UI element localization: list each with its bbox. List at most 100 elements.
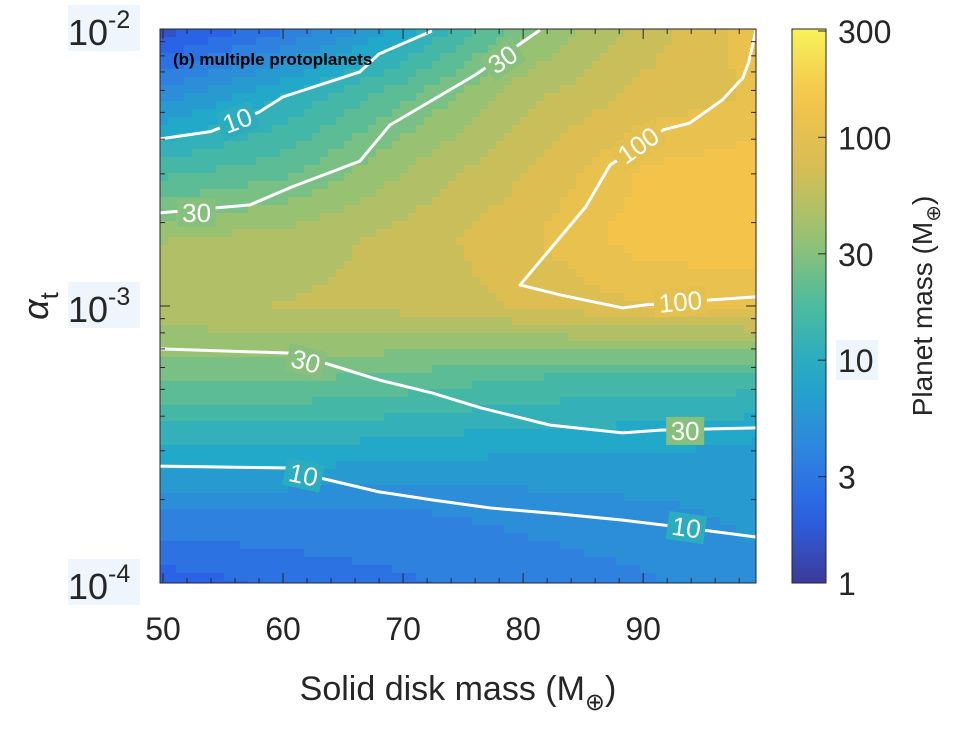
contour-cell (680, 157, 689, 166)
contour-cell (480, 397, 489, 406)
contour-cell (168, 341, 177, 350)
contour-cell (696, 549, 705, 558)
contour-cell (704, 205, 713, 214)
contour-cell (264, 493, 273, 502)
contour-cell (520, 357, 529, 366)
contour-cell (504, 117, 513, 126)
contour-cell (232, 469, 241, 478)
contour-cell (448, 333, 457, 342)
contour-cell (208, 133, 217, 142)
contour-cell (456, 309, 465, 318)
contour-cell (472, 45, 481, 54)
contour-cell (224, 197, 233, 206)
contour-cell (584, 501, 593, 510)
contour-cell (448, 77, 457, 86)
contour-cell (376, 229, 385, 238)
contour-cell (312, 309, 321, 318)
contour-cell (712, 517, 721, 526)
contour-cell (680, 405, 689, 414)
contour-cell (448, 157, 457, 166)
contour-cell (520, 245, 529, 254)
contour-cell (568, 77, 577, 86)
contour-cell (264, 517, 273, 526)
contour-cell (320, 253, 329, 262)
contour-cell (248, 293, 257, 302)
contour-cell (600, 149, 609, 158)
contour-cell (576, 333, 585, 342)
contour-cell (168, 501, 177, 510)
contour-cell (616, 53, 625, 62)
contour-cell (480, 309, 489, 318)
contour-cell (616, 93, 625, 102)
contour-cell (584, 45, 593, 54)
contour-cell (208, 301, 217, 310)
contour-cell (496, 365, 505, 374)
contour-cell (616, 381, 625, 390)
contour-cell (696, 109, 705, 118)
contour-cell (192, 69, 201, 78)
contour-cell (448, 109, 457, 118)
contour-cell (320, 365, 329, 374)
contour-cell (432, 157, 441, 166)
contour-cell (576, 285, 585, 294)
contour-cell (544, 117, 553, 126)
contour-cell (744, 229, 753, 238)
contour-cell (520, 109, 529, 118)
contour-cell (712, 421, 721, 430)
contour-cell (520, 525, 529, 534)
contour-cell (728, 205, 737, 214)
contour-cell (616, 501, 625, 510)
contour-cell (440, 445, 449, 454)
contour-cell (280, 205, 289, 214)
contour-cell (456, 53, 465, 62)
contour-cell (712, 549, 721, 558)
contour-cell (512, 29, 521, 38)
contour-cell (432, 445, 441, 454)
contour-cell (552, 165, 561, 174)
contour-cell (424, 93, 433, 102)
contour-cell (720, 469, 729, 478)
contour-cell (664, 493, 673, 502)
contour-cell (496, 101, 505, 110)
contour-cell (264, 445, 273, 454)
contour-cell (240, 269, 249, 278)
contour-cell (456, 541, 465, 550)
contour-cell (360, 157, 369, 166)
contour-cell (296, 293, 305, 302)
contour-cell (336, 237, 345, 246)
contour-cell (240, 229, 249, 238)
contour-cell (568, 317, 577, 326)
contour-cell (408, 29, 417, 38)
contour-cell (632, 317, 641, 326)
contour-cell (488, 429, 497, 438)
contour-cell (424, 293, 433, 302)
contour-cell (648, 549, 657, 558)
contour-cell (488, 277, 497, 286)
contour-cell (408, 61, 417, 70)
contour-cell (312, 269, 321, 278)
contour-cell (736, 357, 745, 366)
contour-cell (624, 325, 633, 334)
contour-cell (752, 397, 757, 406)
contour-cell (528, 237, 537, 246)
contour-cell (368, 501, 377, 510)
contour-cell (336, 277, 345, 286)
contour-cell (552, 205, 561, 214)
contour-cell (536, 221, 545, 230)
contour-cell (536, 381, 545, 390)
contour-cell (488, 85, 497, 94)
contour-cell (488, 525, 497, 534)
contour-cell (344, 221, 353, 230)
contour-cell (584, 205, 593, 214)
contour-cell (184, 237, 193, 246)
contour-cell (392, 205, 401, 214)
contour-cell (560, 477, 569, 486)
contour-cell (536, 269, 545, 278)
contour-cell (576, 309, 585, 318)
contour-cell (640, 213, 649, 222)
contour-cell (440, 293, 449, 302)
contour-cell (408, 373, 417, 382)
contour-cell (704, 325, 713, 334)
contour-cell (624, 445, 633, 454)
contour-cell (424, 85, 433, 94)
